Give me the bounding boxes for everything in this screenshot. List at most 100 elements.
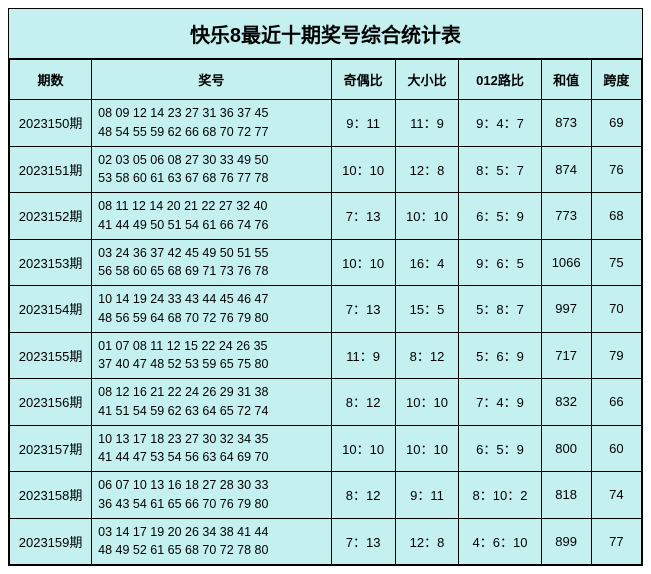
table-row: 2023155期01 07 08 11 12 15 22 24 26 3537 … (10, 332, 642, 379)
header-odd-even: 奇偶比 (331, 60, 395, 100)
numbers-line-2: 41 44 47 53 54 56 63 64 69 70 (98, 448, 325, 467)
numbers-line-1: 10 13 17 18 23 27 30 32 34 35 (98, 430, 325, 449)
cell-big-small: 9：11 (395, 472, 459, 519)
cell-numbers: 03 24 36 37 42 45 49 50 51 5556 58 60 65… (92, 239, 332, 286)
cell-numbers: 03 14 17 19 20 26 34 38 41 4448 49 52 61… (92, 518, 332, 565)
cell-span: 70 (591, 286, 641, 333)
cell-period: 2023157期 (10, 425, 92, 472)
cell-odd-even: 10：10 (331, 425, 395, 472)
numbers-line-1: 03 24 36 37 42 45 49 50 51 55 (98, 244, 325, 263)
cell-span: 76 (591, 146, 641, 193)
cell-sum: 773 (541, 193, 591, 240)
table-row: 2023152期08 11 12 14 20 21 22 27 32 4041 … (10, 193, 642, 240)
numbers-line-2: 48 56 59 64 68 70 72 76 79 80 (98, 309, 325, 328)
numbers-line-1: 01 07 08 11 12 15 22 24 26 35 (98, 337, 325, 356)
cell-numbers: 10 13 17 18 23 27 30 32 34 3541 44 47 53… (92, 425, 332, 472)
numbers-line-2: 48 54 55 59 62 66 68 70 72 77 (98, 123, 325, 142)
cell-route: 6：5：9 (459, 425, 541, 472)
cell-route: 7：4：9 (459, 379, 541, 426)
cell-span: 69 (591, 100, 641, 147)
table-row: 2023154期10 14 19 24 33 43 44 45 46 4748 … (10, 286, 642, 333)
cell-numbers: 06 07 10 13 16 18 27 28 30 3336 43 54 61… (92, 472, 332, 519)
cell-route: 5：8：7 (459, 286, 541, 333)
table-row: 2023150期08 09 12 14 23 27 31 36 37 4548 … (10, 100, 642, 147)
numbers-line-2: 56 58 60 65 68 69 71 73 76 78 (98, 262, 325, 281)
cell-route: 9：4：7 (459, 100, 541, 147)
cell-period: 2023153期 (10, 239, 92, 286)
cell-odd-even: 11：9 (331, 332, 395, 379)
header-row: 期数 奖号 奇偶比 大小比 012路比 和值 跨度 (10, 60, 642, 100)
cell-big-small: 16：4 (395, 239, 459, 286)
cell-period: 2023154期 (10, 286, 92, 333)
cell-numbers: 10 14 19 24 33 43 44 45 46 4748 56 59 64… (92, 286, 332, 333)
cell-route: 8：10：2 (459, 472, 541, 519)
cell-numbers: 08 12 16 21 22 24 26 29 31 3841 51 54 59… (92, 379, 332, 426)
header-numbers: 奖号 (92, 60, 332, 100)
cell-period: 2023155期 (10, 332, 92, 379)
cell-route: 5：6：9 (459, 332, 541, 379)
table-row: 2023157期10 13 17 18 23 27 30 32 34 3541 … (10, 425, 642, 472)
cell-route: 8：5：7 (459, 146, 541, 193)
cell-period: 2023152期 (10, 193, 92, 240)
cell-sum: 800 (541, 425, 591, 472)
numbers-line-1: 10 14 19 24 33 43 44 45 46 47 (98, 290, 325, 309)
numbers-line-1: 08 09 12 14 23 27 31 36 37 45 (98, 104, 325, 123)
cell-numbers: 01 07 08 11 12 15 22 24 26 3537 40 47 48… (92, 332, 332, 379)
header-big-small: 大小比 (395, 60, 459, 100)
cell-big-small: 8：12 (395, 332, 459, 379)
cell-span: 60 (591, 425, 641, 472)
cell-sum: 899 (541, 518, 591, 565)
numbers-line-1: 08 12 16 21 22 24 26 29 31 38 (98, 383, 325, 402)
cell-odd-even: 8：12 (331, 379, 395, 426)
cell-period: 2023151期 (10, 146, 92, 193)
cell-period: 2023150期 (10, 100, 92, 147)
table-row: 2023159期03 14 17 19 20 26 34 38 41 4448 … (10, 518, 642, 565)
numbers-line-1: 03 14 17 19 20 26 34 38 41 44 (98, 523, 325, 542)
cell-sum: 997 (541, 286, 591, 333)
table-row: 2023158期06 07 10 13 16 18 27 28 30 3336 … (10, 472, 642, 519)
numbers-line-2: 41 44 49 50 51 54 61 66 74 76 (98, 216, 325, 235)
cell-numbers: 08 11 12 14 20 21 22 27 32 4041 44 49 50… (92, 193, 332, 240)
numbers-line-1: 06 07 10 13 16 18 27 28 30 33 (98, 476, 325, 495)
cell-odd-even: 7：13 (331, 193, 395, 240)
cell-big-small: 10：10 (395, 193, 459, 240)
cell-route: 4：6：10 (459, 518, 541, 565)
cell-odd-even: 8：12 (331, 472, 395, 519)
cell-odd-even: 10：10 (331, 239, 395, 286)
cell-numbers: 02 03 05 06 08 27 30 33 49 5053 58 60 61… (92, 146, 332, 193)
cell-big-small: 15：5 (395, 286, 459, 333)
cell-sum: 832 (541, 379, 591, 426)
numbers-line-2: 48 49 52 61 65 68 70 72 78 80 (98, 541, 325, 560)
cell-big-small: 12：8 (395, 518, 459, 565)
cell-big-small: 11：9 (395, 100, 459, 147)
cell-sum: 1066 (541, 239, 591, 286)
table-row: 2023153期03 24 36 37 42 45 49 50 51 5556 … (10, 239, 642, 286)
numbers-line-1: 08 11 12 14 20 21 22 27 32 40 (98, 197, 325, 216)
numbers-line-2: 41 51 54 59 62 63 64 65 72 74 (98, 402, 325, 421)
stats-table-container: 快乐8最近十期奖号综合统计表 期数 奖号 奇偶比 大小比 012路比 和值 跨度… (8, 8, 643, 566)
numbers-line-2: 37 40 47 48 52 53 59 65 75 80 (98, 355, 325, 374)
cell-route: 6：5：9 (459, 193, 541, 240)
cell-period: 2023159期 (10, 518, 92, 565)
cell-span: 79 (591, 332, 641, 379)
cell-numbers: 08 09 12 14 23 27 31 36 37 4548 54 55 59… (92, 100, 332, 147)
cell-span: 77 (591, 518, 641, 565)
table-title: 快乐8最近十期奖号综合统计表 (9, 9, 642, 59)
cell-period: 2023158期 (10, 472, 92, 519)
cell-span: 68 (591, 193, 641, 240)
cell-odd-even: 7：13 (331, 286, 395, 333)
table-row: 2023151期02 03 05 06 08 27 30 33 49 5053 … (10, 146, 642, 193)
cell-period: 2023156期 (10, 379, 92, 426)
cell-span: 74 (591, 472, 641, 519)
cell-big-small: 12：8 (395, 146, 459, 193)
stats-table: 期数 奖号 奇偶比 大小比 012路比 和值 跨度 2023150期08 09 … (9, 59, 642, 565)
cell-sum: 873 (541, 100, 591, 147)
numbers-line-1: 02 03 05 06 08 27 30 33 49 50 (98, 151, 325, 170)
numbers-line-2: 53 58 60 61 63 67 68 76 77 78 (98, 169, 325, 188)
cell-sum: 874 (541, 146, 591, 193)
cell-span: 75 (591, 239, 641, 286)
cell-big-small: 10：10 (395, 379, 459, 426)
cell-odd-even: 7：13 (331, 518, 395, 565)
cell-odd-even: 10：10 (331, 146, 395, 193)
cell-big-small: 10：10 (395, 425, 459, 472)
